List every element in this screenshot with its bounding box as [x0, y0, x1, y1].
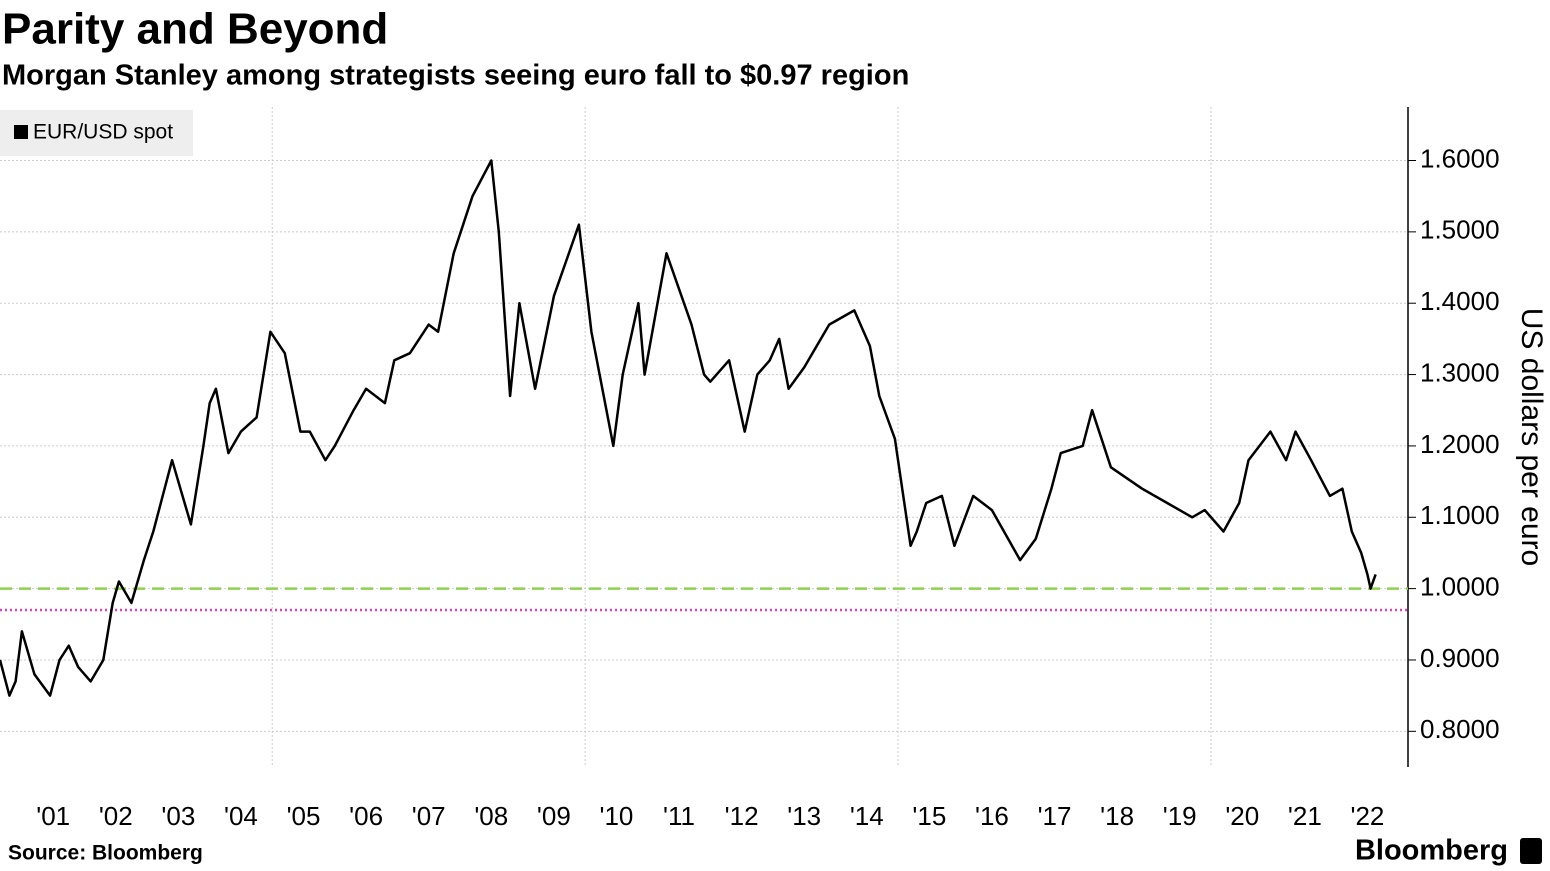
x-tick-label: '07 — [412, 801, 446, 831]
y-axis-label: US dollars per euro — [1515, 308, 1548, 566]
x-tick-label: '21 — [1288, 801, 1322, 831]
x-tick-label: '08 — [474, 801, 508, 831]
y-tick-label: 1.1000 — [1420, 500, 1500, 530]
y-tick-label: 1.2000 — [1420, 429, 1500, 459]
chart-subtitle: Morgan Stanley among strategists seeing … — [2, 60, 909, 92]
y-tick-label: 0.9000 — [1420, 643, 1500, 673]
x-tick-label: '17 — [1038, 801, 1072, 831]
x-tick-label: '02 — [99, 801, 133, 831]
y-tick-label: 1.0000 — [1420, 571, 1500, 601]
legend-box — [0, 110, 193, 156]
x-tick-label: '05 — [287, 801, 321, 831]
x-tick-label: '11 — [663, 801, 695, 831]
x-tick-label: '18 — [1100, 801, 1134, 831]
x-tick-label: '15 — [912, 801, 946, 831]
x-tick-label: '12 — [725, 801, 759, 831]
x-tick-label: '04 — [224, 801, 258, 831]
x-tick-label: '14 — [850, 801, 884, 831]
legend-label: EUR/USD spot — [33, 121, 173, 144]
x-tick-label: '20 — [1225, 801, 1259, 831]
x-tick-label: '06 — [349, 801, 383, 831]
x-tick-label: '19 — [1163, 801, 1197, 831]
data-line — [0, 159, 1377, 697]
y-tick-label: 1.4000 — [1420, 286, 1500, 316]
x-tick-label: '01 — [36, 801, 70, 831]
x-tick-label: '16 — [975, 801, 1009, 831]
y-tick-label: 1.3000 — [1420, 357, 1500, 387]
x-tick-label: '13 — [787, 801, 821, 831]
legend-swatch — [14, 125, 28, 139]
x-tick-label: '22 — [1351, 801, 1385, 831]
x-tick-label: '10 — [600, 801, 634, 831]
source: Source: Bloomberg — [8, 842, 203, 865]
x-tick-label: '09 — [537, 801, 571, 831]
chart-title: Parity and Beyond — [2, 5, 388, 54]
x-tick-label: '03 — [161, 801, 195, 831]
y-tick-label: 0.8000 — [1420, 714, 1500, 744]
brand-logo: Bloomberg — [1355, 835, 1508, 867]
brand-icon — [1520, 838, 1542, 864]
y-tick-label: 1.6000 — [1420, 143, 1500, 173]
y-tick-label: 1.5000 — [1420, 215, 1500, 245]
